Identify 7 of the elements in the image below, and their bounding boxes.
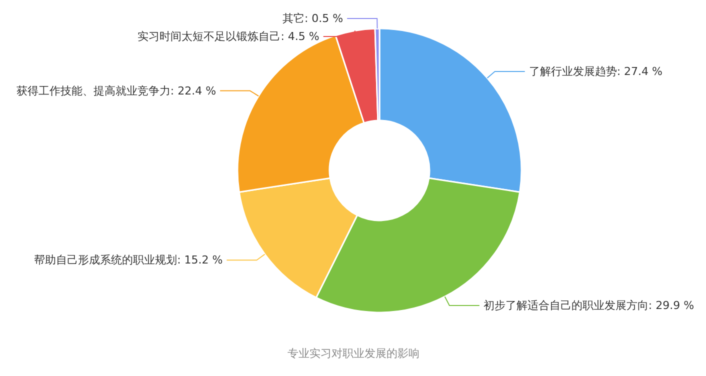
text: 专业实习对职业发展的影响 bbox=[288, 347, 420, 360]
slice-label: 实习时间太短不足以锻炼自己: 4.5 % bbox=[138, 30, 320, 44]
slice-label: 了解行业发展趋势: 27.4 % bbox=[528, 65, 663, 78]
slice-label: 其它: 0.5 % bbox=[282, 12, 344, 26]
slice-label: 初步了解适合自己的职业发展方向: 29.9 % bbox=[483, 298, 694, 312]
slice-label: 获得工作技能、提高就业竞争力: 22.4 % bbox=[16, 84, 216, 98]
slice-label: 帮助自己形成系统的职业规划: 15.2 % bbox=[34, 254, 223, 267]
